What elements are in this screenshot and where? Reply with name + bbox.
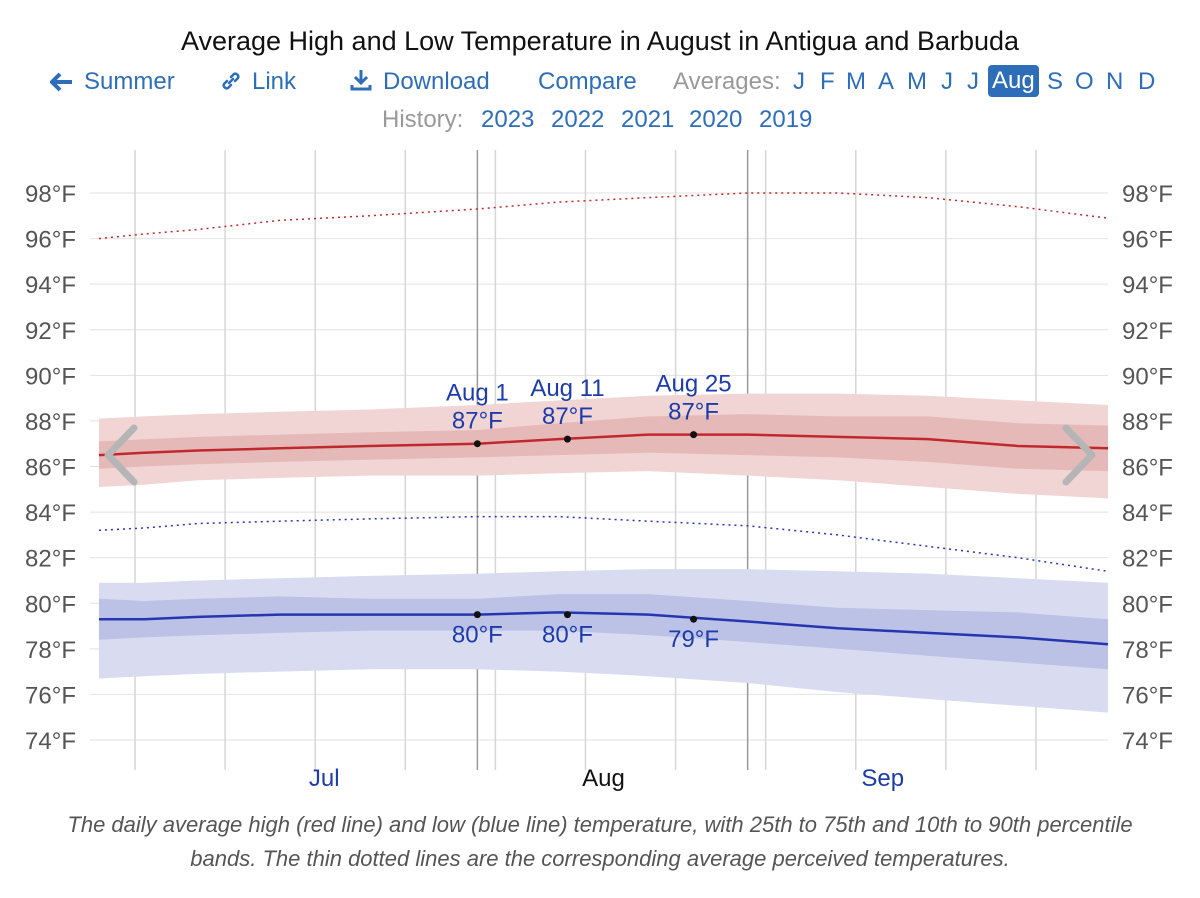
month-aug[interactable]: Aug <box>988 65 1039 97</box>
y-tick-label-left: 78°F <box>25 637 76 664</box>
low-p25-p75-band <box>99 594 1108 670</box>
link-icon <box>222 72 240 90</box>
high-marker-point <box>563 435 571 443</box>
toolbar: Summer Link Download Compare Averages: J… <box>0 65 1200 100</box>
y-tick-label-right: 90°F <box>1122 363 1173 390</box>
prev-arrow-icon[interactable] <box>104 424 138 486</box>
chart-caption: The daily average high (red line) and lo… <box>67 812 1133 871</box>
y-tick-label-left: 80°F <box>25 591 76 618</box>
high-marker-point <box>473 440 481 448</box>
download-button[interactable]: Download <box>349 68 490 96</box>
chart-title: Average High and Low Temperature in Augu… <box>180 26 1020 56</box>
high-marker-point <box>690 431 698 439</box>
y-tick-label-right: 82°F <box>1122 546 1173 573</box>
y-tick-label-left: 94°F <box>25 272 76 299</box>
annotation-date-label: Aug 11 <box>530 375 604 402</box>
summer-label: Summer <box>84 68 175 95</box>
y-tick-label-left: 92°F <box>25 318 76 345</box>
low-marker-point <box>690 615 698 623</box>
y-tick-label-left: 90°F <box>25 363 76 390</box>
month-sep[interactable]: S <box>1047 68 1064 95</box>
y-tick-label-right: 92°F <box>1122 318 1173 345</box>
y-tick-label-right: 96°F <box>1122 227 1173 254</box>
annotation-high-value: 87°F <box>452 408 503 435</box>
annotation-low-value: 80°F <box>452 622 503 649</box>
x-month-label[interactable]: Sep <box>861 765 904 792</box>
month-apr[interactable]: A <box>878 68 895 95</box>
summer-link[interactable]: Summer <box>49 68 175 96</box>
high-line <box>98 433 1109 457</box>
month-dec[interactable]: D <box>1138 68 1156 95</box>
y-tick-label-left: 76°F <box>25 682 76 709</box>
x-month-label[interactable]: Jul <box>309 765 340 792</box>
link-label: Link <box>252 68 297 95</box>
download-icon <box>350 70 372 91</box>
low-perceived-line <box>98 515 1109 573</box>
month-mar[interactable]: M <box>846 68 866 95</box>
month-oct[interactable]: O <box>1075 68 1094 95</box>
y-tick-label-right: 74°F <box>1122 728 1173 755</box>
annotation-high-value: 87°F <box>542 403 593 430</box>
download-label: Download <box>383 68 490 95</box>
y-tick-label-right: 76°F <box>1122 682 1173 709</box>
annotation-low-value: 80°F <box>542 622 593 649</box>
history-year-2021[interactable]: 2021 <box>621 106 675 133</box>
annotation-low-value: 79°F <box>668 626 719 653</box>
y-tick-label-right: 84°F <box>1122 500 1173 527</box>
low-marker-point <box>563 611 571 619</box>
month-feb[interactable]: F <box>820 68 835 95</box>
link-button[interactable]: Link <box>220 68 296 96</box>
history-year-2019[interactable]: 2019 <box>759 106 813 133</box>
y-tick-label-left: 86°F <box>25 455 76 482</box>
history-year-2023[interactable]: 2023 <box>481 106 535 133</box>
high-perceived-line <box>98 192 1109 240</box>
high-p25-p75-band <box>99 414 1108 472</box>
compare-button[interactable]: Compare <box>538 68 637 95</box>
history-label: History: <box>382 106 464 133</box>
y-tick-label-right: 86°F <box>1122 455 1173 482</box>
y-tick-label-right: 98°F <box>1122 181 1173 208</box>
y-tick-label-left: 96°F <box>25 227 76 254</box>
history-year-2020[interactable]: 2020 <box>689 106 743 133</box>
month-may[interactable]: M <box>907 68 927 95</box>
y-tick-label-right: 80°F <box>1122 591 1173 618</box>
month-jan[interactable]: J <box>793 68 805 95</box>
next-arrow-icon[interactable] <box>1062 424 1096 486</box>
y-tick-label-right: 94°F <box>1122 272 1173 299</box>
y-tick-label-right: 78°F <box>1122 637 1173 664</box>
y-tick-label-left: 84°F <box>25 500 76 527</box>
y-tick-label-right: 88°F <box>1122 409 1173 436</box>
annotation-high-value: 87°F <box>668 399 719 426</box>
low-marker-point <box>473 611 481 619</box>
month-jul[interactable]: J <box>967 68 979 95</box>
y-tick-label-left: 98°F <box>25 181 76 208</box>
y-tick-label-left: 82°F <box>25 546 76 573</box>
y-tick-label-left: 74°F <box>25 728 76 755</box>
month-jun[interactable]: J <box>941 68 953 95</box>
x-month-label[interactable]: Aug <box>582 765 625 792</box>
month-nov[interactable]: N <box>1106 68 1124 95</box>
low-line <box>99 611 1109 646</box>
history-year-2022[interactable]: 2022 <box>551 106 605 133</box>
y-tick-label-left: 88°F <box>25 409 76 436</box>
arrow-left-icon <box>49 72 72 92</box>
annotation-date-label: Aug 1 <box>446 380 509 407</box>
averages-label: Averages: <box>673 68 781 95</box>
annotation-date-label: Aug 25 <box>656 371 732 398</box>
